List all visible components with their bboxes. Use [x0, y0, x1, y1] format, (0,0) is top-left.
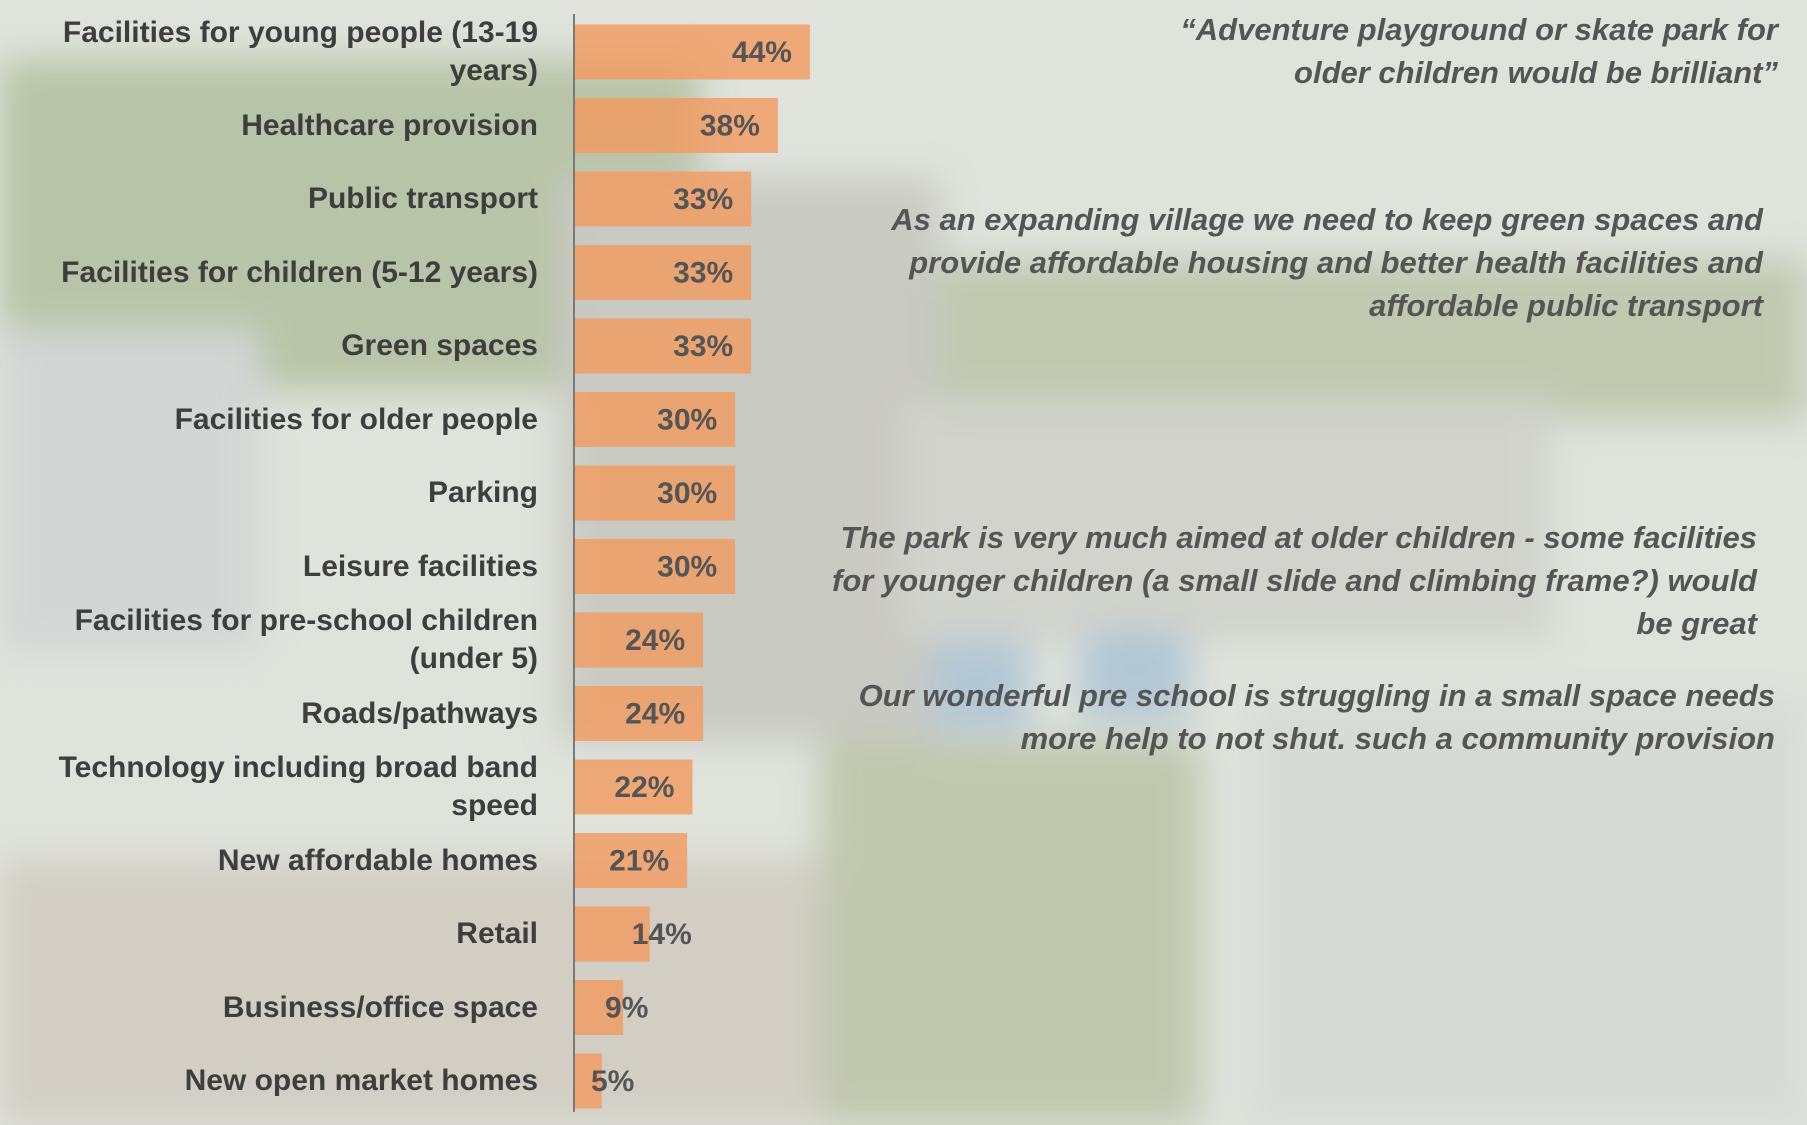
category-label: Healthcare provision [241, 108, 538, 142]
value-label: 33% [673, 330, 733, 363]
category-label: Roads/pathways [301, 696, 538, 730]
bar [575, 980, 624, 1035]
value-label: 14% [632, 918, 692, 951]
value-label: 21% [609, 844, 669, 877]
quote: As an expanding village we need to keep … [891, 202, 1763, 323]
category-label: Leisure facilities [302, 549, 538, 583]
category-label: Technology including broad band speed [58, 751, 538, 822]
bar [575, 392, 736, 447]
bar [575, 245, 752, 300]
quote: The park is very much aimed at older chi… [832, 520, 1757, 641]
value-label: 44% [732, 36, 792, 69]
value-label: 22% [614, 771, 674, 804]
bar [575, 906, 650, 962]
quote: Our wonderful pre school is struggling i… [858, 678, 1775, 756]
bar [575, 171, 752, 227]
category-label: New affordable homes [217, 843, 538, 877]
bar [575, 318, 752, 374]
category-label: Facilities for older people [174, 402, 538, 436]
value-label: 24% [625, 697, 685, 730]
bar [575, 612, 704, 668]
value-label: 33% [673, 183, 733, 216]
value-label: 5% [591, 1065, 634, 1098]
quote: “Adventure playground or skate park for … [1180, 12, 1778, 90]
category-label: Retail [456, 917, 538, 950]
bar [575, 465, 736, 521]
category-label: Facilities for pre-school children (unde… [74, 604, 538, 675]
bar [575, 539, 736, 594]
bar [575, 686, 704, 741]
category-label: New open market homes [184, 1064, 538, 1097]
category-label: Parking [427, 476, 538, 509]
bar [575, 759, 693, 815]
value-label: 30% [657, 477, 717, 510]
value-label: 30% [657, 550, 717, 583]
bar [575, 24, 810, 80]
value-label: 24% [625, 624, 685, 657]
category-label: Green spaces [341, 329, 538, 362]
category-label: Facilities for young people (13-19 years… [62, 16, 538, 87]
category-label: Public transport [307, 182, 538, 215]
value-label: 38% [700, 109, 760, 142]
value-label: 33% [673, 256, 733, 289]
category-label: Business/office space [222, 990, 538, 1024]
bar [575, 833, 688, 888]
category-label: Facilities for children (5-12 years) [61, 255, 538, 289]
bar [575, 98, 778, 153]
value-label: 30% [657, 403, 717, 436]
value-label: 9% [605, 991, 648, 1024]
bar [575, 1053, 602, 1109]
